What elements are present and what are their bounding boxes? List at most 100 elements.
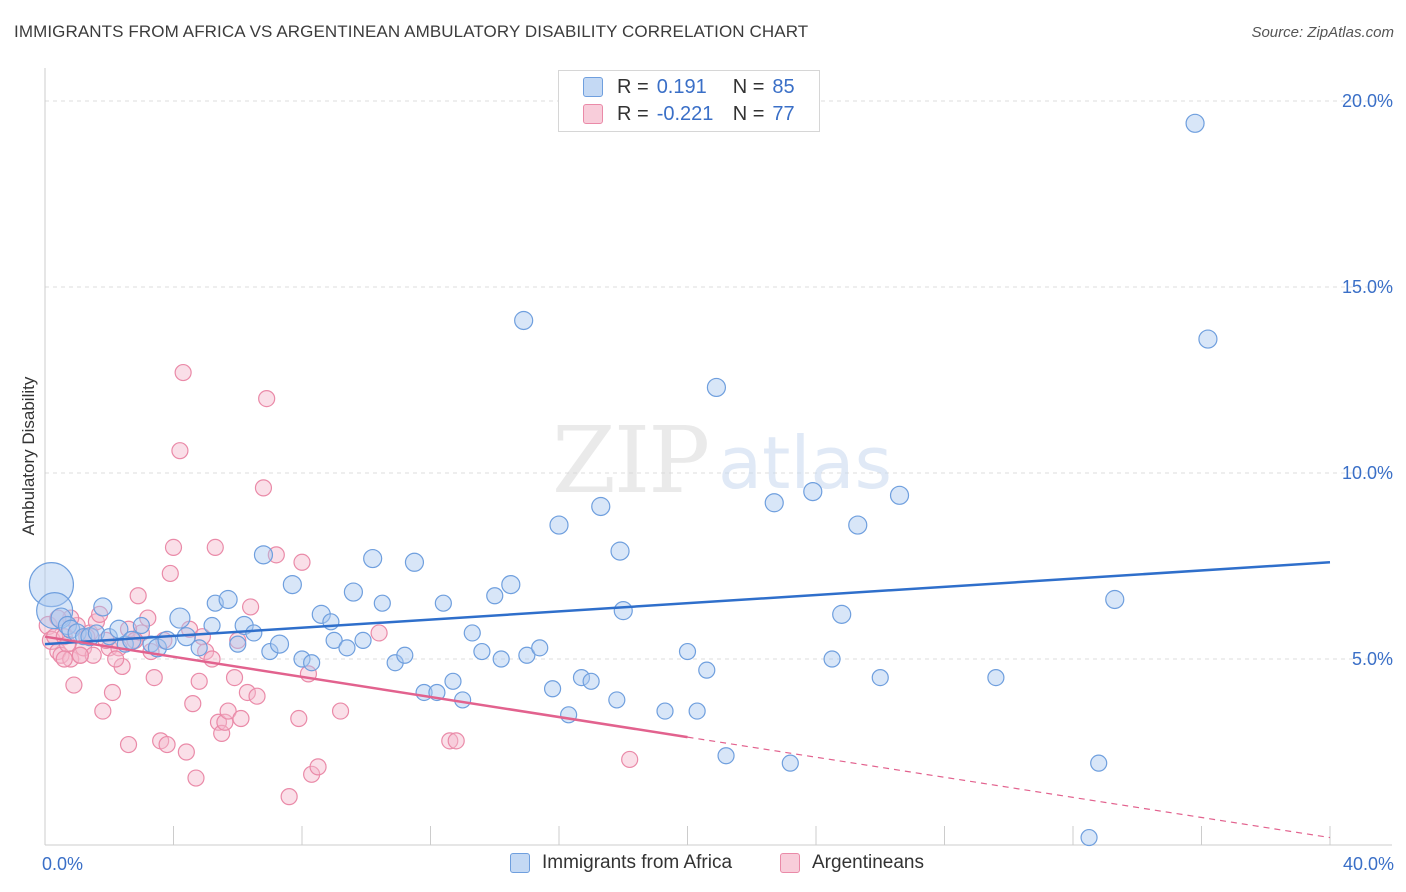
data-point <box>94 702 112 720</box>
data-point <box>203 616 221 635</box>
data-point <box>444 672 462 690</box>
data-point <box>132 616 150 635</box>
data-point <box>492 650 510 668</box>
x-tick-label: 40.0% <box>1343 854 1394 874</box>
data-point <box>871 668 889 687</box>
data-point <box>107 650 125 668</box>
data-point <box>129 587 147 605</box>
data-point <box>434 594 452 612</box>
data-point <box>613 601 633 621</box>
data-point <box>49 609 67 627</box>
data-point <box>309 758 327 776</box>
data-point <box>338 639 356 657</box>
series-legend-label: Argentineans <box>812 852 924 873</box>
data-point <box>242 598 260 616</box>
data-point <box>447 732 465 750</box>
legend-r-label: R = <box>617 102 649 125</box>
data-point <box>84 646 102 664</box>
data-point <box>717 747 735 765</box>
data-point <box>441 732 459 750</box>
data-point <box>803 482 823 502</box>
y-tick-label: 5.0% <box>1352 649 1393 669</box>
data-point <box>190 639 208 657</box>
data-point <box>987 668 1005 687</box>
data-point <box>463 624 481 642</box>
data-point <box>145 668 163 687</box>
data-point <box>232 709 250 728</box>
watermark: ZIP atlas <box>552 407 892 514</box>
data-point <box>303 654 321 672</box>
y-tick-label: 20.0% <box>1342 91 1393 111</box>
data-point <box>169 607 191 629</box>
data-point <box>161 564 179 583</box>
data-point <box>370 624 388 642</box>
data-point <box>229 635 247 653</box>
data-point <box>253 545 274 565</box>
data-point <box>656 702 674 720</box>
data-point <box>190 672 208 690</box>
series-legend-argentineans[interactable]: Argentineans <box>780 852 924 874</box>
data-point <box>1198 329 1218 349</box>
data-point <box>219 702 237 720</box>
data-point <box>582 672 600 690</box>
legend-r-value: -0.221 <box>656 102 714 125</box>
data-point <box>404 552 425 572</box>
data-point <box>93 597 113 617</box>
tick-labels: 5.0% 10.0% 15.0% 20.0% 0.0% 40.0% <box>42 91 1394 874</box>
data-point <box>245 624 263 642</box>
data-point <box>157 630 177 651</box>
data-point <box>177 743 195 761</box>
data-point <box>280 788 298 806</box>
series-swatch-pink <box>780 853 800 873</box>
legend-n-value: 85 <box>772 75 795 98</box>
data-point <box>698 661 716 679</box>
data-point <box>823 650 841 668</box>
watermark-zip: ZIP <box>552 407 708 514</box>
data-point <box>269 634 290 654</box>
data-point <box>28 561 75 608</box>
x-tick-label: 0.0% <box>42 854 83 874</box>
data-point <box>261 642 279 661</box>
legend-n-value: 77 <box>772 102 795 125</box>
data-point <box>184 695 202 713</box>
legend-r-label: R = <box>617 75 649 98</box>
data-point <box>608 691 626 709</box>
y-axis-label: Ambulatory Disability <box>19 376 38 535</box>
data-point <box>50 607 72 629</box>
data-point <box>103 683 122 702</box>
data-point <box>832 604 852 624</box>
data-point <box>290 709 308 728</box>
legend-n-label: N = <box>732 75 765 98</box>
data-point <box>57 615 78 636</box>
data-point <box>122 630 142 651</box>
data-point <box>531 639 549 657</box>
data-point <box>164 538 183 557</box>
data-point <box>258 390 276 408</box>
data-point <box>354 631 372 650</box>
data-point <box>889 485 910 505</box>
y-tick-label: 10.0% <box>1342 463 1393 483</box>
data-point <box>678 642 697 661</box>
series-legend-label: Immigrants from Africa <box>542 852 733 873</box>
data-point <box>62 650 80 668</box>
data-point <box>572 668 591 687</box>
data-point <box>764 493 784 513</box>
data-point <box>549 515 569 535</box>
data-point <box>688 702 706 720</box>
chart-title: IMMIGRANTS FROM AFRICA VS ARGENTINEAN AM… <box>14 22 809 41</box>
data-point <box>65 676 83 694</box>
data-point <box>518 646 536 664</box>
data-point <box>225 668 244 687</box>
data-point <box>1080 828 1098 847</box>
data-point <box>171 442 189 460</box>
data-point <box>706 377 727 398</box>
source-label: Source: ZipAtlas.com <box>1251 24 1394 41</box>
data-point <box>248 687 266 705</box>
data-point <box>293 650 311 668</box>
data-point <box>218 589 238 610</box>
data-point <box>343 582 363 602</box>
y-tick-label: 15.0% <box>1342 277 1393 297</box>
data-point <box>591 496 611 517</box>
series-legend-africa[interactable]: Immigrants from Africa <box>510 852 732 874</box>
